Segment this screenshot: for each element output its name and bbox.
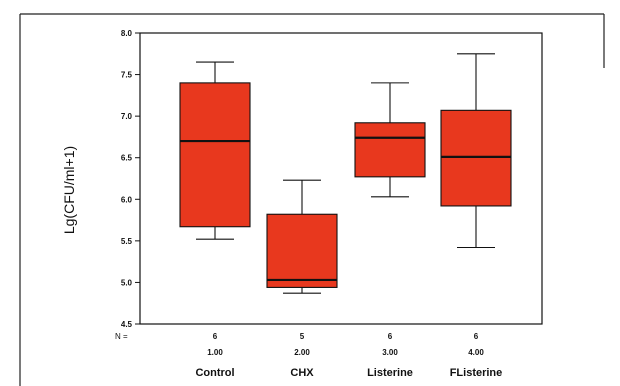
box-iqr: [266, 213, 338, 288]
box-control: [179, 61, 251, 240]
n-count: 5: [300, 332, 305, 341]
y-tick-label: 6.5: [121, 154, 133, 163]
box-iqr: [354, 122, 426, 178]
y-tick-label: 5.5: [121, 237, 133, 246]
y-tick-label: 7.5: [121, 71, 133, 80]
y-tick-label: 5.0: [121, 278, 133, 287]
n-count: 6: [213, 332, 218, 341]
group-code: 4.00: [468, 348, 484, 357]
y-tick-label: 6.0: [121, 195, 133, 204]
box-chx: [266, 179, 338, 294]
group-code: 2.00: [294, 348, 310, 357]
group-code: 1.00: [207, 348, 223, 357]
group-code: 3.00: [382, 348, 398, 357]
y-axis-label: Lg(CFU/ml+1): [61, 146, 77, 234]
y-tick-label: 7.0: [121, 112, 133, 121]
plot-frame: [139, 32, 543, 325]
x-axis-labels: 6 1.00 Control 5 2.00 CHX 6 3.00 Listerine 6 4.00 F…: [195, 332, 502, 379]
box-iqr: [440, 109, 512, 207]
box-series: [179, 53, 512, 294]
box-listerine: [354, 82, 426, 198]
box-flisterine: [440, 53, 512, 249]
n-count: 6: [474, 332, 479, 341]
box-iqr: [179, 82, 251, 228]
group-name: Listerine: [367, 367, 413, 379]
n-label: N =: [115, 332, 128, 341]
y-axis-ticks: 4.5 5.0 5.5 6.0 6.5 7.0 7.5 8.0: [121, 29, 140, 329]
y-tick-label: 4.5: [121, 320, 133, 329]
group-name: Control: [195, 367, 234, 379]
group-name: FListerine: [450, 367, 503, 379]
y-tick-label: 8.0: [121, 29, 133, 38]
group-name: CHX: [290, 367, 314, 379]
n-count: 6: [388, 332, 393, 341]
